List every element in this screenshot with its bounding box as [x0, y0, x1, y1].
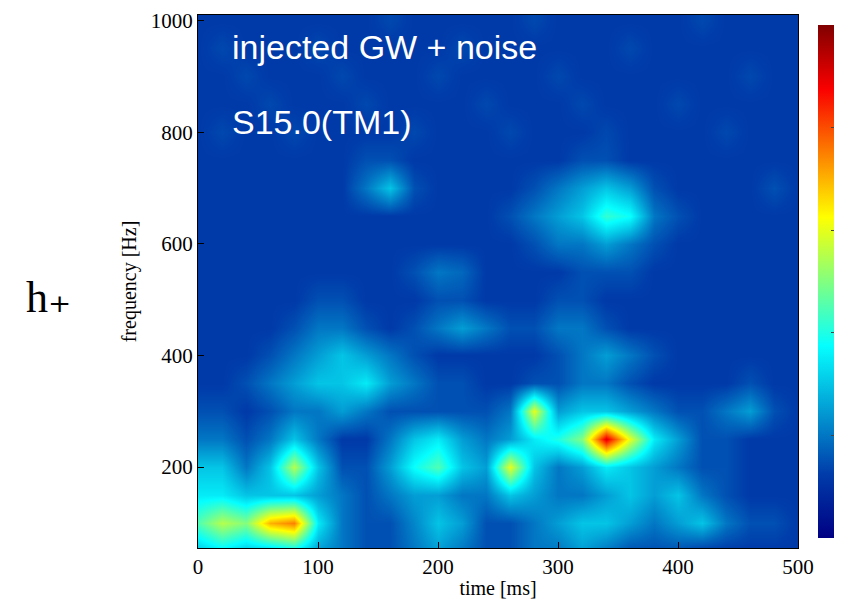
- svg-text:time [ms]: time [ms]: [459, 577, 536, 599]
- svg-text:100: 100: [302, 555, 334, 579]
- svg-text:500: 500: [782, 555, 814, 579]
- svg-text:400: 400: [662, 555, 694, 579]
- svg-text:S15.0(TM1): S15.0(TM1): [232, 103, 412, 141]
- svg-text:frequency [Hz]: frequency [Hz]: [118, 221, 141, 343]
- svg-text:1000: 1000: [151, 9, 193, 33]
- svg-text:300: 300: [542, 555, 574, 579]
- svg-text:h₊: h₊: [26, 273, 71, 322]
- svg-text:injected GW + noise: injected GW + noise: [232, 28, 537, 66]
- svg-text:800: 800: [161, 121, 193, 145]
- svg-text:200: 200: [422, 555, 454, 579]
- svg-text:0: 0: [193, 555, 204, 579]
- svg-text:600: 600: [161, 232, 193, 256]
- svg-text:400: 400: [161, 344, 193, 368]
- svg-text:200: 200: [161, 455, 193, 479]
